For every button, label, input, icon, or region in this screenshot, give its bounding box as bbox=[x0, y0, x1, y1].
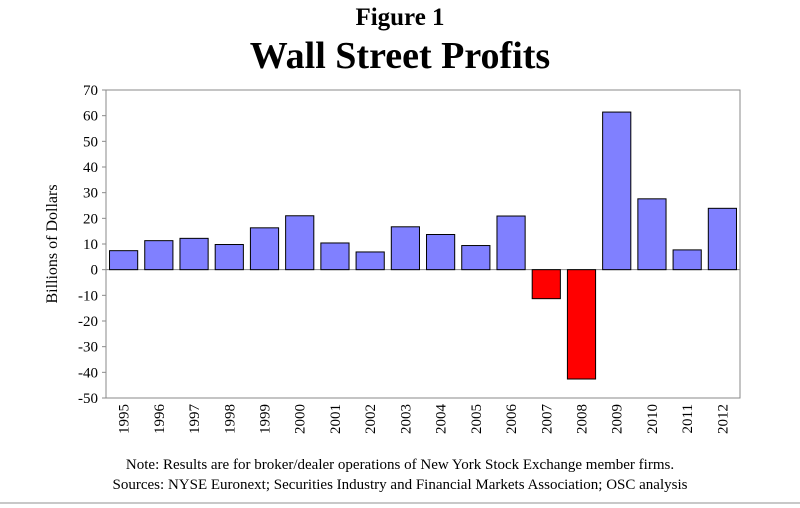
bar-2008 bbox=[566, 269, 597, 380]
y-tick-label: 20 bbox=[83, 211, 98, 227]
bar-2011 bbox=[672, 249, 702, 271]
bar-2002 bbox=[355, 251, 385, 271]
x-tick-label: 2001 bbox=[328, 404, 344, 434]
y-tick-label: -10 bbox=[78, 288, 98, 304]
bar-1997 bbox=[179, 237, 209, 271]
x-tick-label: 1997 bbox=[187, 404, 203, 435]
x-tick-label: 2007 bbox=[539, 404, 555, 435]
bar-2006 bbox=[496, 215, 526, 271]
bar-2012 bbox=[707, 207, 737, 271]
y-tick-label: 10 bbox=[83, 237, 98, 253]
y-tick-label: 50 bbox=[83, 134, 98, 150]
x-tick-label: 2002 bbox=[363, 404, 379, 434]
x-tick-label: 2009 bbox=[610, 404, 626, 434]
bar-2003 bbox=[390, 226, 420, 271]
bar-1999 bbox=[249, 227, 280, 271]
bottom-divider bbox=[0, 502, 800, 504]
x-tick-label: 1995 bbox=[117, 404, 133, 434]
bar-2010 bbox=[637, 198, 667, 271]
plot-area bbox=[105, 89, 741, 399]
x-tick-label: 2006 bbox=[504, 404, 520, 435]
y-axis-title: Billions of Dollars bbox=[44, 184, 61, 303]
y-tick-label: 30 bbox=[83, 186, 98, 202]
chart-sources: Sources: NYSE Euronext; Securities Indus… bbox=[112, 477, 688, 493]
bar-1995 bbox=[109, 250, 139, 271]
x-tick-label: 1996 bbox=[152, 404, 168, 435]
chart-note: Note: Results are for broker/dealer oper… bbox=[125, 457, 675, 473]
y-tick-label: 0 bbox=[91, 263, 99, 279]
x-tick-label: 2012 bbox=[715, 404, 731, 434]
bar-1998 bbox=[214, 244, 244, 271]
y-tick-label: 70 bbox=[83, 83, 98, 99]
x-tick-label: 1999 bbox=[258, 404, 274, 434]
figure-label: Figure 1 bbox=[355, 4, 445, 31]
x-tick-label: 2005 bbox=[469, 404, 485, 434]
bar-2001 bbox=[320, 242, 350, 271]
x-tick-label: 2004 bbox=[434, 404, 450, 435]
x-tick-label: 2010 bbox=[645, 404, 661, 434]
y-tick-label: 60 bbox=[83, 109, 98, 125]
x-tick-label: 2003 bbox=[398, 404, 414, 434]
bar-2007 bbox=[531, 269, 561, 300]
y-tick-label: 40 bbox=[83, 160, 98, 176]
x-tick-label: 1998 bbox=[222, 404, 238, 434]
y-tick-label: -20 bbox=[78, 314, 98, 330]
y-tick-label: -40 bbox=[78, 365, 98, 381]
x-tick-label: 2000 bbox=[293, 404, 309, 434]
y-tick-label: -50 bbox=[78, 391, 98, 407]
bar-2005 bbox=[461, 245, 491, 271]
bar-2000 bbox=[285, 215, 315, 271]
bar-1996 bbox=[144, 240, 174, 271]
chart-title: Wall Street Profits bbox=[249, 35, 551, 77]
x-tick-label: 2011 bbox=[680, 404, 696, 433]
x-tick-label: 2008 bbox=[575, 404, 591, 434]
bar-2009 bbox=[602, 111, 632, 271]
y-tick-label: -30 bbox=[78, 340, 98, 356]
bar-2004 bbox=[426, 234, 456, 271]
